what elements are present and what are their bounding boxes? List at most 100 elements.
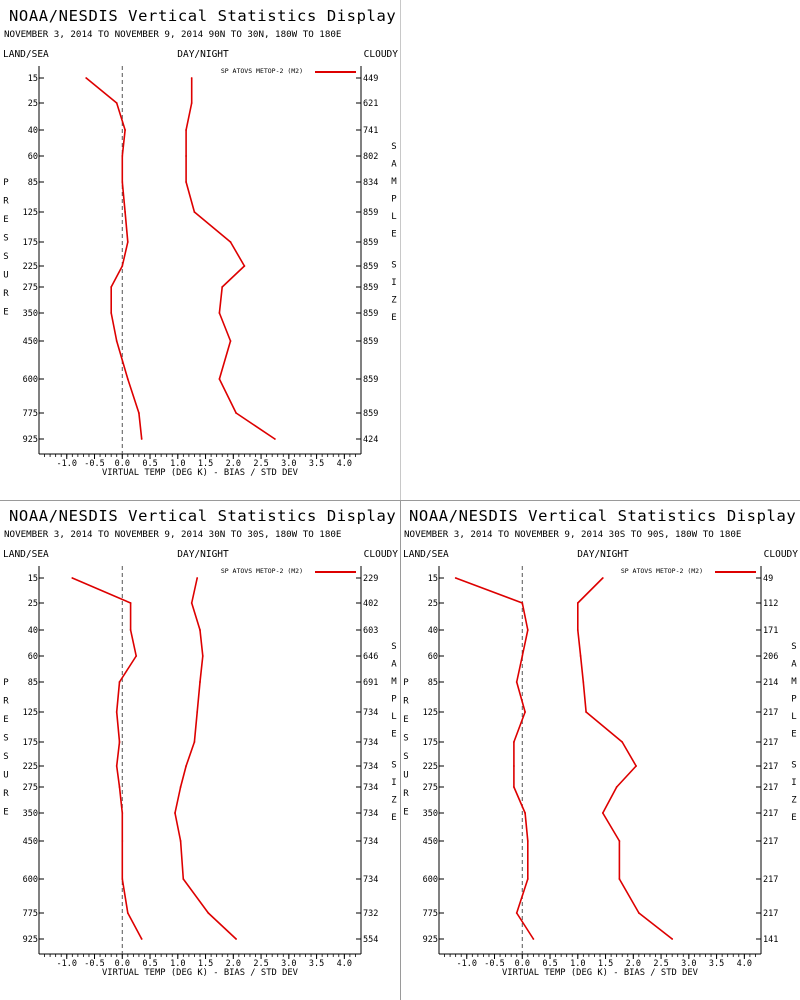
right-axis-label-letter: Z (391, 296, 397, 306)
data-point (615, 786, 618, 788)
data-point (521, 602, 524, 604)
x-axis-label: VIRTUAL TEMP (DEG K) - BIAS / STD DEV (102, 468, 299, 478)
data-point (526, 629, 529, 631)
sample-size-label: 217 (763, 738, 778, 748)
pressure-level-label: 350 (23, 309, 38, 319)
pressure-level-label: 275 (23, 783, 38, 793)
data-point (671, 938, 674, 940)
pressure-level-label: 15 (28, 74, 38, 84)
sample-size-label: 734 (363, 837, 378, 847)
y-axis-label-letter: E (403, 715, 408, 725)
x-tick-label: 4.0 (737, 959, 752, 969)
x-tick-label: 0.5 (142, 459, 157, 469)
sample-size-label: 859 (363, 238, 378, 248)
pressure-level-label: 60 (428, 652, 438, 662)
right-axis-label-letter: S (791, 642, 796, 652)
data-point (140, 938, 143, 940)
x-axis-label: VIRTUAL TEMP (DEG K) - BIAS / STD DEV (102, 968, 299, 978)
day-night-label: DAY/NIGHT (177, 549, 229, 560)
sample-size-label: 859 (363, 337, 378, 347)
pressure-level-label: 275 (23, 283, 38, 293)
data-point (524, 812, 526, 814)
cloudy-label: CLOUDY (764, 549, 799, 560)
data-point (174, 812, 176, 814)
y-axis-label-letter: S (403, 734, 408, 744)
pressure-level-label: 85 (28, 178, 38, 188)
data-point (199, 681, 201, 683)
y-axis-label-letter: R (403, 789, 409, 799)
data-point (585, 711, 587, 713)
chart-subtitle: NOVEMBER 3, 2014 TO NOVEMBER 9, 2014 30N… (4, 529, 341, 540)
x-tick-label: 0.0 (115, 959, 130, 969)
sample-size-label: 859 (363, 309, 378, 319)
x-tick-label: 1.5 (598, 959, 613, 969)
data-point (121, 181, 124, 183)
pressure-level-label: 125 (23, 208, 38, 218)
data-point (221, 286, 224, 288)
data-point (115, 102, 118, 104)
x-tick-label: 2.5 (253, 459, 268, 469)
legend-label: SP ATOVS METOP-2 (M2) (621, 567, 703, 575)
y-axis-label-letter: E (3, 808, 8, 818)
data-point (179, 786, 182, 788)
data-point (121, 812, 124, 814)
x-tick-label: 3.5 (709, 959, 724, 969)
sample-size-label: 859 (363, 409, 378, 419)
y-axis-label-letter: S (3, 252, 8, 262)
data-point (526, 878, 529, 880)
sample-size-label: 741 (363, 126, 378, 136)
sample-size-label: 859 (363, 283, 378, 293)
data-point (235, 938, 238, 940)
data-point (126, 241, 129, 243)
pressure-level-label: 775 (23, 909, 38, 919)
data-point (85, 77, 88, 79)
x-tick-label: 3.5 (309, 459, 324, 469)
pressure-level-label: 450 (23, 837, 38, 847)
data-point (138, 412, 140, 414)
data-point (140, 438, 143, 440)
pressure-level-label: 60 (28, 652, 38, 662)
right-axis-label-letter: I (391, 278, 396, 288)
sample-size-label: 217 (763, 837, 778, 847)
panel-divider-vertical (400, 500, 401, 1000)
right-axis-label-letter: M (791, 677, 797, 687)
right-axis-label-letter: E (791, 813, 796, 823)
data-point (521, 655, 524, 657)
data-point (601, 812, 604, 814)
chart-panel-90n-30n: NOAA/NESDIS Vertical Statistics Display N… (0, 0, 400, 500)
data-point (185, 765, 188, 767)
pressure-level-label: 600 (423, 875, 438, 885)
pressure-level-label: 125 (423, 708, 438, 718)
pressure-level-label: 450 (423, 837, 438, 847)
chart-title: NOAA/NESDIS Vertical Statistics Display (9, 7, 396, 25)
pressure-level-label: 925 (23, 935, 38, 945)
data-point (243, 265, 246, 267)
y-axis-label-letter: E (3, 215, 8, 225)
data-point (579, 655, 582, 657)
sample-size-label: 214 (763, 678, 778, 688)
sample-size-label: 859 (363, 208, 378, 218)
x-tick-label: 2.5 (653, 959, 668, 969)
right-axis-label-letter: Z (391, 796, 397, 806)
pressure-level-label: 275 (423, 783, 438, 793)
data-point (182, 878, 185, 880)
right-axis-label-letter: E (391, 730, 396, 740)
y-axis-label-letter: U (3, 771, 8, 781)
data-point (126, 912, 129, 914)
pressure-level-label: 225 (423, 762, 438, 772)
data-point (129, 629, 132, 631)
right-axis-label-letter: S (791, 761, 796, 771)
right-axis-label-letter: S (391, 261, 396, 271)
right-axis-label-letter: I (791, 778, 796, 788)
chart-title: NOAA/NESDIS Vertical Statistics Display (409, 507, 796, 525)
data-point (121, 155, 124, 157)
data-point (126, 378, 129, 380)
x-tick-label: 3.0 (681, 959, 696, 969)
right-axis-label-letter: A (391, 160, 397, 170)
x-tick-label: -0.5 (484, 959, 504, 969)
x-tick-label: 3.5 (309, 959, 324, 969)
data-point (638, 912, 640, 914)
pressure-level-label: 775 (423, 909, 438, 919)
